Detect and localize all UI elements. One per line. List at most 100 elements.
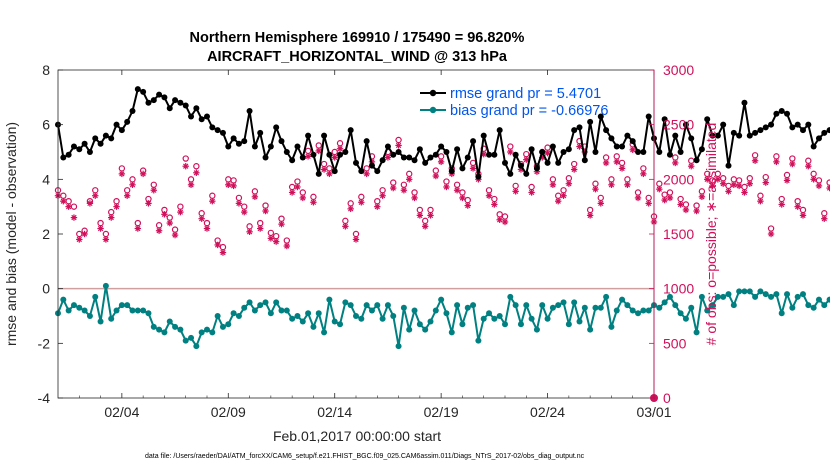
obs-assimilated-point (586, 212, 594, 219)
obs-assimilated-point (310, 199, 317, 206)
bias-point (730, 302, 737, 309)
obs-assimilated-point (70, 214, 78, 221)
rmse-point (156, 91, 163, 98)
legend-bias-label: bias grand pr = -0.66976 (450, 103, 608, 119)
obs-assimilated-point (453, 187, 461, 194)
bias-point (725, 291, 732, 298)
rmse-point (704, 116, 711, 123)
obs-assimilated-point (688, 163, 695, 170)
right-y-tick-label: 3000 (663, 62, 694, 78)
obs-assimilated-point (395, 142, 402, 149)
obs-assimilated-point (384, 154, 392, 161)
rmse-point (533, 165, 540, 172)
rmse-point (241, 138, 248, 145)
right-y-tick-label: 0 (663, 390, 671, 406)
obs-assimilated-point (187, 181, 195, 188)
obs-assimilated-point (672, 159, 679, 167)
obs-assimilated-point (65, 203, 72, 210)
obs-assimilated-point (443, 183, 450, 191)
rmse-point (603, 127, 610, 134)
obs-assimilated-point (597, 200, 604, 207)
bias-point (698, 293, 705, 300)
rmse-point (198, 116, 205, 123)
bias-point (512, 302, 519, 309)
bias-point (810, 304, 817, 311)
rmse-point (326, 151, 333, 158)
bias-point (677, 310, 684, 317)
rmse-point (230, 135, 237, 142)
obs-assimilated-point (469, 165, 477, 172)
obs-assimilated-point (86, 200, 94, 207)
bias-point (113, 307, 120, 314)
rmse-point (565, 146, 572, 153)
rmse-point (560, 149, 567, 155)
rmse-point (182, 102, 189, 109)
obs-assimilated-point (118, 170, 126, 178)
rmse-point (134, 86, 141, 93)
rmse-point (698, 146, 705, 153)
rmse-point (608, 135, 615, 142)
rmse-point (752, 129, 759, 136)
bias-point (624, 302, 631, 309)
obs-assimilated-point (624, 181, 631, 188)
bias-point (661, 299, 668, 306)
bias-point (289, 315, 296, 322)
rmse-point (821, 129, 828, 136)
x-tick-label: 02/04 (104, 404, 139, 420)
obs-possible-point (778, 195, 785, 203)
bias-point (528, 315, 535, 322)
rmse-point (411, 157, 418, 164)
rmse-point (507, 170, 514, 177)
bias-point (603, 293, 610, 300)
obs-possible-point (682, 201, 690, 208)
rmse-point (720, 121, 727, 128)
obs-assimilated-point (805, 163, 812, 170)
bias-point (76, 304, 83, 311)
obs-assimilated-point (592, 185, 599, 193)
obs-assimilated-point (411, 194, 418, 202)
bias-point (470, 302, 477, 309)
obs-assimilated-point (698, 193, 706, 201)
bias-point (331, 318, 338, 325)
bias-point (140, 307, 147, 314)
bias-point (789, 304, 796, 311)
rmse-point (645, 113, 652, 120)
bias-point (682, 315, 689, 322)
obs-assimilated-point (565, 180, 573, 187)
bias-point (560, 299, 567, 306)
rmse-point (784, 110, 791, 117)
rmse-point (113, 121, 120, 128)
obs-assimilated-point (336, 145, 344, 152)
bias-point (784, 291, 791, 298)
rmse-point (539, 149, 546, 155)
left-y-tick-label: -4 (38, 390, 51, 406)
obs-assimilated-point (794, 203, 801, 210)
bias-point (177, 326, 184, 333)
bias-point (762, 291, 769, 298)
bias-point (565, 321, 572, 328)
obs-assimilated-point (76, 236, 83, 243)
obs-assimilated-point (640, 170, 647, 178)
plot-area (58, 70, 654, 398)
bias-point (507, 293, 514, 300)
obs-assimilated-point (815, 182, 823, 190)
rmse-point (502, 159, 508, 166)
rmse-point (246, 108, 253, 114)
obs-assimilated-point (560, 192, 567, 199)
obs-assimilated-point (613, 158, 620, 166)
bias-point (86, 313, 93, 319)
bias-point (592, 304, 599, 311)
bias-point (209, 329, 216, 336)
obs-assimilated-point (549, 181, 557, 188)
rmse-point (267, 143, 274, 150)
rmse-point (624, 132, 631, 139)
obs-assimilated-point (661, 196, 668, 204)
obs-assimilated-point (363, 170, 370, 178)
bias-point (581, 304, 588, 311)
obs-assimilated-point (374, 203, 381, 210)
rmse-point (204, 113, 210, 120)
obs-assimilated-point (262, 207, 269, 215)
bias-point (549, 304, 556, 311)
x-axis: 02/04 02/09 02/14 02/19 02/24 03/01 (78, 70, 672, 420)
bias-point (411, 307, 418, 314)
